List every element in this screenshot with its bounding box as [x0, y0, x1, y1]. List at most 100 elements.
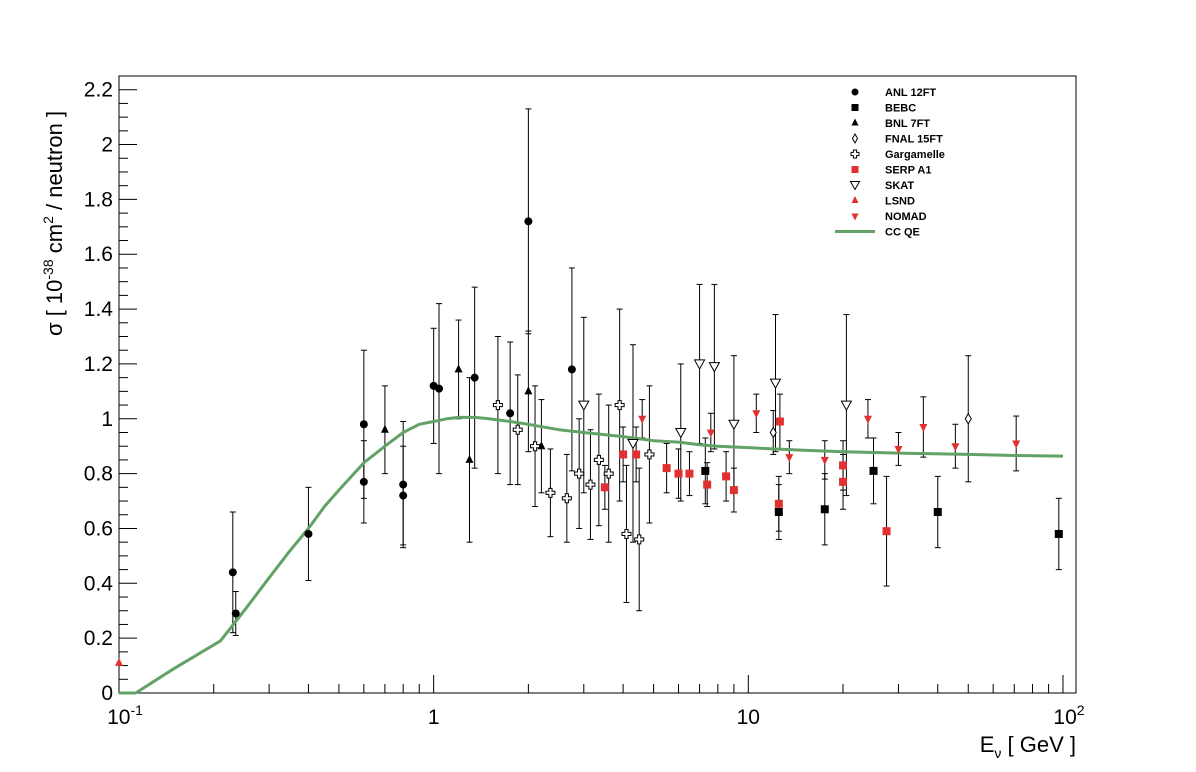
gargamelle-point: [545, 487, 556, 498]
minor-ticks: [118, 89, 1064, 694]
bebc-point: [1054, 529, 1063, 538]
bebc-point: [774, 508, 783, 517]
nomad-point: [863, 415, 872, 424]
serp-a1-point: [703, 480, 712, 489]
y-axis-title: σ [ 10-38 cm2 / neutron ]: [40, 111, 67, 336]
serp-a1-point: [729, 486, 738, 495]
y-tick-label: 1.6: [84, 243, 113, 266]
gargamelle-point: [621, 528, 632, 539]
legend-label: BNL 7FT: [885, 118, 930, 130]
bebc-point: [820, 505, 829, 514]
nomad-point: [752, 410, 761, 419]
gargamelle-point: [644, 449, 655, 460]
anl-12ft-point: [304, 529, 313, 538]
anl-12ft-point: [359, 420, 368, 429]
y-axis-title-mid: cm: [42, 224, 67, 259]
nomad-point: [820, 456, 829, 465]
y-tick-label: 0.6: [84, 517, 113, 540]
anl-12ft-point: [435, 384, 444, 393]
x-axis-title-main: E: [980, 732, 995, 757]
x-tick-base: 10: [737, 706, 760, 729]
nomad-point: [894, 445, 903, 454]
gargamelle-point: [603, 468, 614, 479]
legend: ANL 12FT BEBC BNL 7FT FNAL 15FT Gargamelle SE…: [835, 87, 945, 239]
y-tick-label: 1.4: [84, 298, 114, 321]
legend-marker: [851, 196, 859, 203]
x-tick-exp: -1: [130, 702, 143, 718]
skat-point: [674, 427, 687, 439]
anl-12ft-point: [399, 491, 408, 500]
serp-a1-point: [662, 464, 671, 473]
x-tick-label: 102: [1053, 702, 1084, 729]
y-axis-title-post: / neutron ]: [42, 111, 67, 216]
nomad-point: [1012, 440, 1021, 449]
anl-12ft-point: [470, 373, 479, 382]
nomad-point: [919, 424, 928, 433]
legend-marker: [851, 104, 859, 111]
y-tick-labels: 0 0.2 0.4 0.6 0.8 1 1.2 1.4 1.6 1.8 2 2.2: [84, 79, 114, 705]
y-tick-label: 1.8: [84, 188, 113, 211]
gargamelle-point: [585, 479, 596, 490]
y-tick-label: 0.4: [84, 572, 114, 595]
nomad-point: [638, 415, 647, 424]
x-tick-base: 10: [1053, 706, 1076, 729]
legend-label: SKAT: [885, 180, 914, 192]
fnal-15ft-point: [964, 412, 972, 425]
x-axis-title-unit: [ GeV ]: [1008, 732, 1076, 757]
anl-12ft-point: [506, 409, 515, 418]
plot-frame: [118, 75, 1077, 694]
x-tick-label: 10-1: [107, 702, 143, 729]
y-axis-title-sup1: -38: [40, 259, 56, 279]
y-tick-label: 2.2: [84, 79, 113, 102]
serp-a1-point: [722, 472, 731, 481]
legend-marker: [849, 181, 861, 191]
legend-marker: [851, 166, 859, 173]
bebc-point: [933, 508, 942, 517]
nomad-point: [706, 429, 715, 438]
y-tick-label: 1: [101, 408, 113, 431]
legend-marker: [851, 213, 859, 221]
gargamelle-point: [593, 454, 604, 465]
fnal-15ft-point: [769, 426, 777, 439]
anl-12ft-point: [231, 609, 240, 618]
serp-a1-point: [674, 469, 683, 478]
gargamelle-point: [530, 441, 541, 452]
y-axis-title-pre: σ [ 10: [42, 280, 67, 336]
bebc-point: [701, 466, 710, 475]
legend-marker: [851, 118, 859, 126]
legend-label: ANL 12FT: [885, 87, 936, 99]
serp-a1-point: [685, 469, 694, 478]
serp-a1-point: [600, 483, 609, 492]
skat-point: [728, 419, 740, 431]
skat-point: [693, 359, 706, 370]
skat-point: [577, 400, 590, 412]
x-tick-exp: 2: [1077, 702, 1085, 718]
cc-qe-curve: [119, 415, 1064, 695]
x-tick-label: 10: [737, 706, 760, 729]
y-tick-label: 2: [101, 134, 113, 157]
serp-a1-point: [619, 450, 628, 459]
gargamelle-point: [512, 424, 523, 435]
x-tick-base: 10: [107, 706, 130, 729]
x-axis-title: Eν [ GeV ]: [980, 732, 1076, 761]
gargamelle-point: [561, 493, 572, 504]
legend-marker: [850, 149, 860, 159]
bnl-7ft-point: [524, 386, 533, 395]
legend-label: LSND: [885, 196, 915, 208]
gargamelle-point: [574, 468, 585, 479]
data-markers: [115, 217, 1063, 666]
nomad-point: [785, 454, 794, 463]
anl-12ft-point: [359, 477, 368, 486]
anl-12ft-point: [399, 480, 408, 489]
x-tick-labels: 10-1 1 10 102: [107, 702, 1085, 729]
nomad-point: [951, 443, 960, 452]
y-tick-label: 0: [101, 682, 113, 705]
curve-layer: [119, 415, 1064, 695]
legend-label: NOMAD: [885, 211, 927, 223]
legend-label: BEBC: [885, 103, 916, 115]
serp-a1-point: [839, 477, 848, 486]
x-axis-title-sub: ν: [994, 745, 1001, 761]
legend-marker: [851, 88, 859, 96]
serp-a1-point: [632, 450, 641, 459]
